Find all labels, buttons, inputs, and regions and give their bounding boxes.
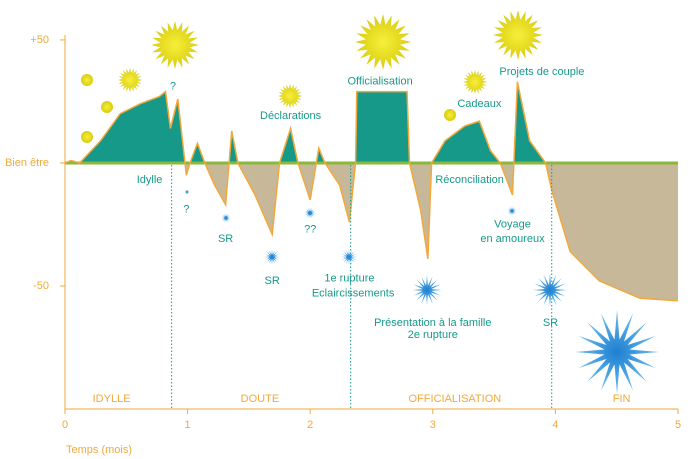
icon bbox=[221, 213, 231, 223]
x-tick-label: 2 bbox=[307, 419, 313, 431]
icon bbox=[184, 189, 190, 195]
phase-label: DOUTE bbox=[241, 393, 280, 405]
icon bbox=[118, 68, 142, 92]
sun-dot bbox=[81, 131, 93, 143]
annotation: 2e rupture bbox=[408, 329, 458, 341]
icon bbox=[463, 70, 487, 94]
sun-dot bbox=[101, 101, 113, 113]
area-above bbox=[65, 81, 678, 163]
x-tick-label: 5 bbox=[675, 419, 681, 431]
annotation: SR bbox=[543, 317, 558, 329]
annotation: Voyage bbox=[494, 218, 531, 230]
annotation: ?? bbox=[304, 223, 316, 235]
annotation: Idylle bbox=[137, 174, 163, 186]
annotation: Eclaircissements bbox=[312, 287, 395, 299]
icon bbox=[304, 207, 316, 219]
burst bbox=[575, 310, 659, 394]
annotation: ? bbox=[170, 81, 176, 93]
icon bbox=[341, 249, 357, 265]
y-tick-label: +50 bbox=[30, 34, 49, 46]
burst bbox=[118, 68, 142, 92]
icon bbox=[507, 206, 517, 216]
burst bbox=[278, 84, 302, 108]
line bbox=[64, 81, 679, 302]
annotation: en amoureux bbox=[480, 233, 545, 245]
burst bbox=[221, 213, 231, 223]
annotation: Présentation à la famille bbox=[374, 317, 491, 329]
burst bbox=[355, 14, 411, 70]
icon bbox=[264, 249, 280, 265]
phase-label: IDYLLE bbox=[93, 393, 131, 405]
annotation: Cadeaux bbox=[457, 98, 502, 110]
x-tick-label: 1 bbox=[185, 419, 191, 431]
x-tick-label: 3 bbox=[430, 419, 436, 431]
burst bbox=[507, 206, 517, 216]
icon bbox=[355, 14, 411, 70]
x-axis-label: Temps (mois) bbox=[66, 444, 132, 456]
burst bbox=[493, 10, 543, 60]
sun-dot bbox=[81, 74, 93, 86]
annotation: 1e rupture bbox=[324, 272, 374, 284]
burst bbox=[341, 249, 357, 265]
annotation: Projets de couple bbox=[499, 66, 584, 78]
icon bbox=[575, 310, 659, 394]
icon bbox=[533, 273, 567, 307]
icon bbox=[151, 21, 199, 69]
icon bbox=[493, 10, 543, 60]
phase-label: OFFICIALISATION bbox=[409, 393, 502, 405]
y-tick-label: -50 bbox=[33, 280, 49, 292]
x-tick-label: 0 bbox=[62, 419, 68, 431]
burst bbox=[304, 207, 316, 219]
annotation: Officialisation bbox=[347, 76, 412, 88]
burst bbox=[184, 189, 190, 195]
sun-dot bbox=[444, 109, 456, 121]
area-below bbox=[184, 162, 678, 301]
annotation: Réconciliation bbox=[435, 174, 503, 186]
phase-label: FIN bbox=[613, 393, 631, 405]
annotation: Déclarations bbox=[260, 110, 322, 122]
burst bbox=[463, 70, 487, 94]
x-tick-label: 4 bbox=[552, 419, 558, 431]
burst bbox=[151, 21, 199, 69]
burst bbox=[412, 275, 442, 305]
annotation: SR bbox=[265, 275, 280, 287]
icon bbox=[412, 275, 442, 305]
burst bbox=[533, 273, 567, 307]
burst bbox=[264, 249, 280, 265]
annotation: ? bbox=[183, 204, 189, 216]
icon bbox=[278, 84, 302, 108]
y-tick-label: Bien être bbox=[5, 157, 49, 169]
annotation: SR bbox=[218, 233, 233, 245]
